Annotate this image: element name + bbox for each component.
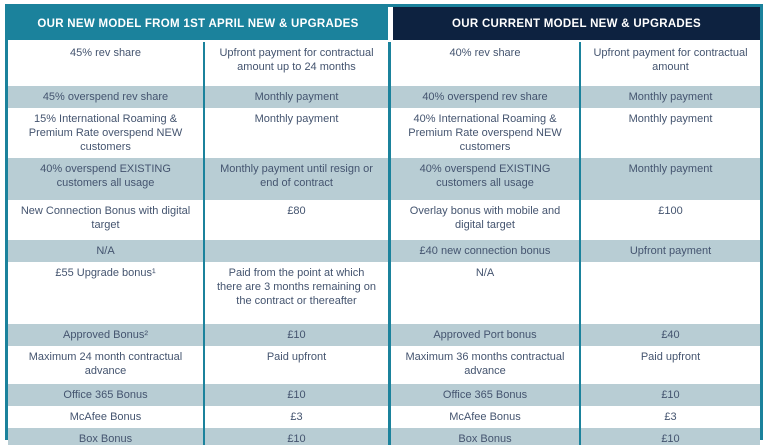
table-cell: £55 Upgrade bonus¹ bbox=[8, 262, 205, 324]
table-cell: Monthly payment bbox=[628, 163, 713, 175]
table-cell: New Connection Bonus with digital target bbox=[8, 200, 205, 240]
table-row: 45% overspend rev share Monthly payment … bbox=[8, 86, 760, 108]
table-cell: 45% rev share bbox=[8, 42, 205, 86]
table-row: Approved Bonus² £10 Approved Port bonus … bbox=[8, 324, 760, 346]
table-cell: Maximum 24 month contractual advance bbox=[8, 346, 205, 384]
table-row: £55 Upgrade bonus¹ Paid from the point a… bbox=[8, 262, 760, 324]
table-cell: £10 bbox=[205, 324, 391, 346]
table-row: 15% International Roaming & Premium Rate… bbox=[8, 108, 760, 158]
table-cell: £40 bbox=[661, 329, 680, 341]
table-cell: Office 365 Bonus bbox=[391, 384, 581, 406]
table-cell: N/A bbox=[391, 262, 581, 324]
table-row: Box Bonus £10 Box Bonus £10 bbox=[8, 428, 760, 445]
table-cell: Upfront payment for contractual amount bbox=[593, 47, 748, 73]
table-cell: 40% overspend rev share bbox=[391, 86, 581, 108]
table-row: 45% rev share Upfront payment for contra… bbox=[8, 42, 760, 86]
table-cell: £3 bbox=[664, 411, 677, 423]
table-cell: Box Bonus bbox=[8, 428, 205, 445]
table-cell: £10 bbox=[661, 433, 680, 445]
table-row: Maximum 24 month contractual advance Pai… bbox=[8, 346, 760, 384]
table-cell: £10 bbox=[661, 389, 680, 401]
table-row: N/A £40 new connection bonus Upfront pay… bbox=[8, 240, 760, 262]
table-header-row: OUR NEW MODEL FROM 1ST APRIL NEW & UPGRA… bbox=[8, 7, 760, 40]
table-cell: £3 bbox=[205, 406, 391, 428]
table-cell: Monthly payment bbox=[628, 91, 713, 103]
table-cell: Monthly payment bbox=[205, 86, 391, 108]
table-cell: McAfee Bonus bbox=[391, 406, 581, 428]
table-cell: 40% rev share bbox=[391, 42, 581, 86]
table-cell: Box Bonus bbox=[391, 428, 581, 445]
table-row: New Connection Bonus with digital target… bbox=[8, 200, 760, 240]
table-cell: Overlay bonus with mobile and digital ta… bbox=[391, 200, 581, 240]
header-current-model: OUR CURRENT MODEL NEW & UPGRADES bbox=[393, 7, 760, 40]
table-cell: Monthly payment bbox=[205, 108, 391, 158]
table-cell: 45% overspend rev share bbox=[8, 86, 205, 108]
table-cell: £100 bbox=[658, 205, 683, 217]
table-cell: 15% International Roaming & Premium Rate… bbox=[8, 108, 205, 158]
table-cell: Upfront payment for contractual amount u… bbox=[205, 42, 391, 86]
table-cell: £10 bbox=[205, 384, 391, 406]
table-cell: Approved Port bonus bbox=[391, 324, 581, 346]
table-cell: 40% overspend EXISTING customers all usa… bbox=[8, 158, 205, 200]
table-cell: 40% International Roaming & Premium Rate… bbox=[391, 108, 581, 158]
table-row: 40% overspend EXISTING customers all usa… bbox=[8, 158, 760, 200]
table-cell: Paid upfront bbox=[640, 351, 701, 363]
commission-comparison-table: OUR NEW MODEL FROM 1ST APRIL NEW & UPGRA… bbox=[5, 4, 763, 445]
table-cell bbox=[205, 240, 391, 262]
table-cell: Paid upfront bbox=[205, 346, 391, 384]
header-new-model: OUR NEW MODEL FROM 1ST APRIL NEW & UPGRA… bbox=[8, 7, 388, 40]
table-row: McAfee Bonus £3 McAfee Bonus £3 bbox=[8, 406, 760, 428]
table-cell: N/A bbox=[8, 240, 205, 262]
table-cell: Maximum 36 months contractual advance bbox=[391, 346, 581, 384]
table-cell: Monthly payment until resign or end of c… bbox=[205, 158, 391, 200]
table-cell: McAfee Bonus bbox=[8, 406, 205, 428]
table-cell: Approved Bonus² bbox=[8, 324, 205, 346]
table-cell: £80 bbox=[205, 200, 391, 240]
table-body: 45% rev share Upfront payment for contra… bbox=[8, 42, 760, 445]
table-cell: Office 365 Bonus bbox=[8, 384, 205, 406]
table-cell: 40% overspend EXISTING customers all usa… bbox=[391, 158, 581, 200]
table-cell: Paid from the point at which there are 3… bbox=[205, 262, 391, 324]
table-cell: Upfront payment bbox=[629, 245, 712, 257]
table-cell: £40 new connection bonus bbox=[391, 240, 581, 262]
table-cell: £10 bbox=[205, 428, 391, 445]
table-cell bbox=[581, 262, 760, 324]
table-row: Office 365 Bonus £10 Office 365 Bonus £1… bbox=[8, 384, 760, 406]
table-cell: Monthly payment bbox=[628, 113, 713, 125]
